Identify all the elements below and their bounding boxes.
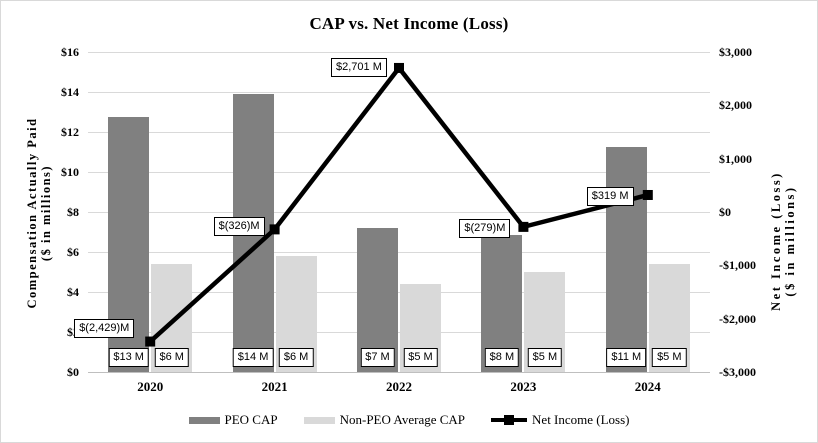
legend-marker-sample [504, 415, 515, 425]
gridline [88, 251, 710, 253]
x-axis-label-2024: 2024 [634, 379, 661, 394]
left-axis-tick: $10 [61, 165, 79, 179]
right-axis-tick: $3,000 [719, 45, 752, 59]
bar-value-label-peo-cap-2020: $13 M [108, 348, 149, 367]
gridline [88, 211, 710, 213]
left-axis-tick: $8 [67, 205, 79, 219]
left-axis-tick: $0 [67, 365, 79, 379]
right-axis-tick: -$3,000 [719, 365, 756, 379]
right-axis-tick: -$2,000 [719, 311, 756, 326]
chart-title: CAP vs. Net Income (Loss) [309, 14, 509, 33]
left-axis-tick: $12 [61, 125, 79, 139]
right-axis-tick: $1,000 [719, 151, 752, 166]
line-value-label-2024: $319 M [586, 186, 634, 206]
gridline [88, 91, 710, 93]
legend-item-peo-cap: PEO CAP [188, 412, 278, 428]
left-axis-tick: $16 [61, 45, 79, 59]
left-axis-tick: $6 [67, 245, 79, 259]
bar-value-label-peo-cap-2022: $7 M [360, 348, 395, 367]
gridline [88, 171, 710, 173]
bar-value-label-non-peo-average-cap-2021: $6 M [278, 348, 314, 367]
net-income-line [148, 64, 649, 344]
left-axis-tick: $4 [67, 285, 79, 299]
legend-swatch-non-peo-average-cap [303, 416, 335, 424]
bar-value-label-peo-cap-2021: $14 M [232, 348, 274, 367]
line-marker-2022 [394, 62, 404, 73]
x-axis-label-2022: 2022 [386, 379, 412, 394]
line-value-label-2021: $(326)M [213, 217, 265, 237]
bar-value-label-peo-cap-2024: $11 M [606, 348, 647, 367]
gridline [88, 291, 710, 293]
legend-item-net-income-loss: Net Income (Loss) [491, 412, 630, 428]
bar-value-label-non-peo-average-cap-2023: $5 M [527, 348, 563, 367]
line-marker-2024 [642, 189, 653, 200]
line-marker-2021 [269, 224, 280, 235]
x-axis-label-2021: 2021 [261, 379, 288, 394]
x-axis-label-2020: 2020 [137, 379, 164, 394]
gridline [88, 51, 710, 53]
gridline [88, 131, 710, 133]
bar-value-label-peo-cap-2023: $8 M [484, 348, 520, 367]
gridline [88, 331, 710, 333]
right-axis-tick: $2,000 [719, 98, 752, 113]
legend-label-peo-cap: PEO CAP [224, 412, 278, 427]
bar-value-label-non-peo-average-cap-2020: $6 M [154, 348, 189, 367]
x-axis-label-2023: 2023 [510, 379, 537, 394]
line-value-label-2020: $(2,429)M [74, 318, 135, 338]
legend-label-net-income-loss: Net Income (Loss) [532, 412, 630, 427]
line-marker-2023 [518, 221, 529, 232]
left-axis-tick: $14 [61, 85, 79, 99]
bar-value-label-non-peo-average-cap-2022: $5 M [403, 348, 438, 367]
right-axis-tick: $0 [719, 205, 731, 219]
line-value-label-2023: $(279)M [459, 218, 511, 238]
legend-label-non-peo-average-cap: Non-PEO Average CAP [339, 412, 466, 427]
right-axis-tick: -$1,000 [719, 258, 756, 273]
bar-peo-cap-2024 [605, 147, 647, 372]
legend-swatch-net-income-loss [491, 415, 528, 426]
x-axis-line [88, 371, 710, 373]
legend-item-non-peo-average-cap: Non-PEO Average CAP [303, 412, 466, 428]
line-value-label-2022: $2,701 M [331, 57, 387, 77]
line-marker-2020 [145, 336, 156, 347]
legend-swatch-peo-cap [188, 416, 220, 424]
bar-value-label-non-peo-average-cap-2024: $5 M [652, 348, 687, 367]
legend: PEO CAP Non-PEO Average CAP Net Income (Lo… [1, 412, 817, 428]
